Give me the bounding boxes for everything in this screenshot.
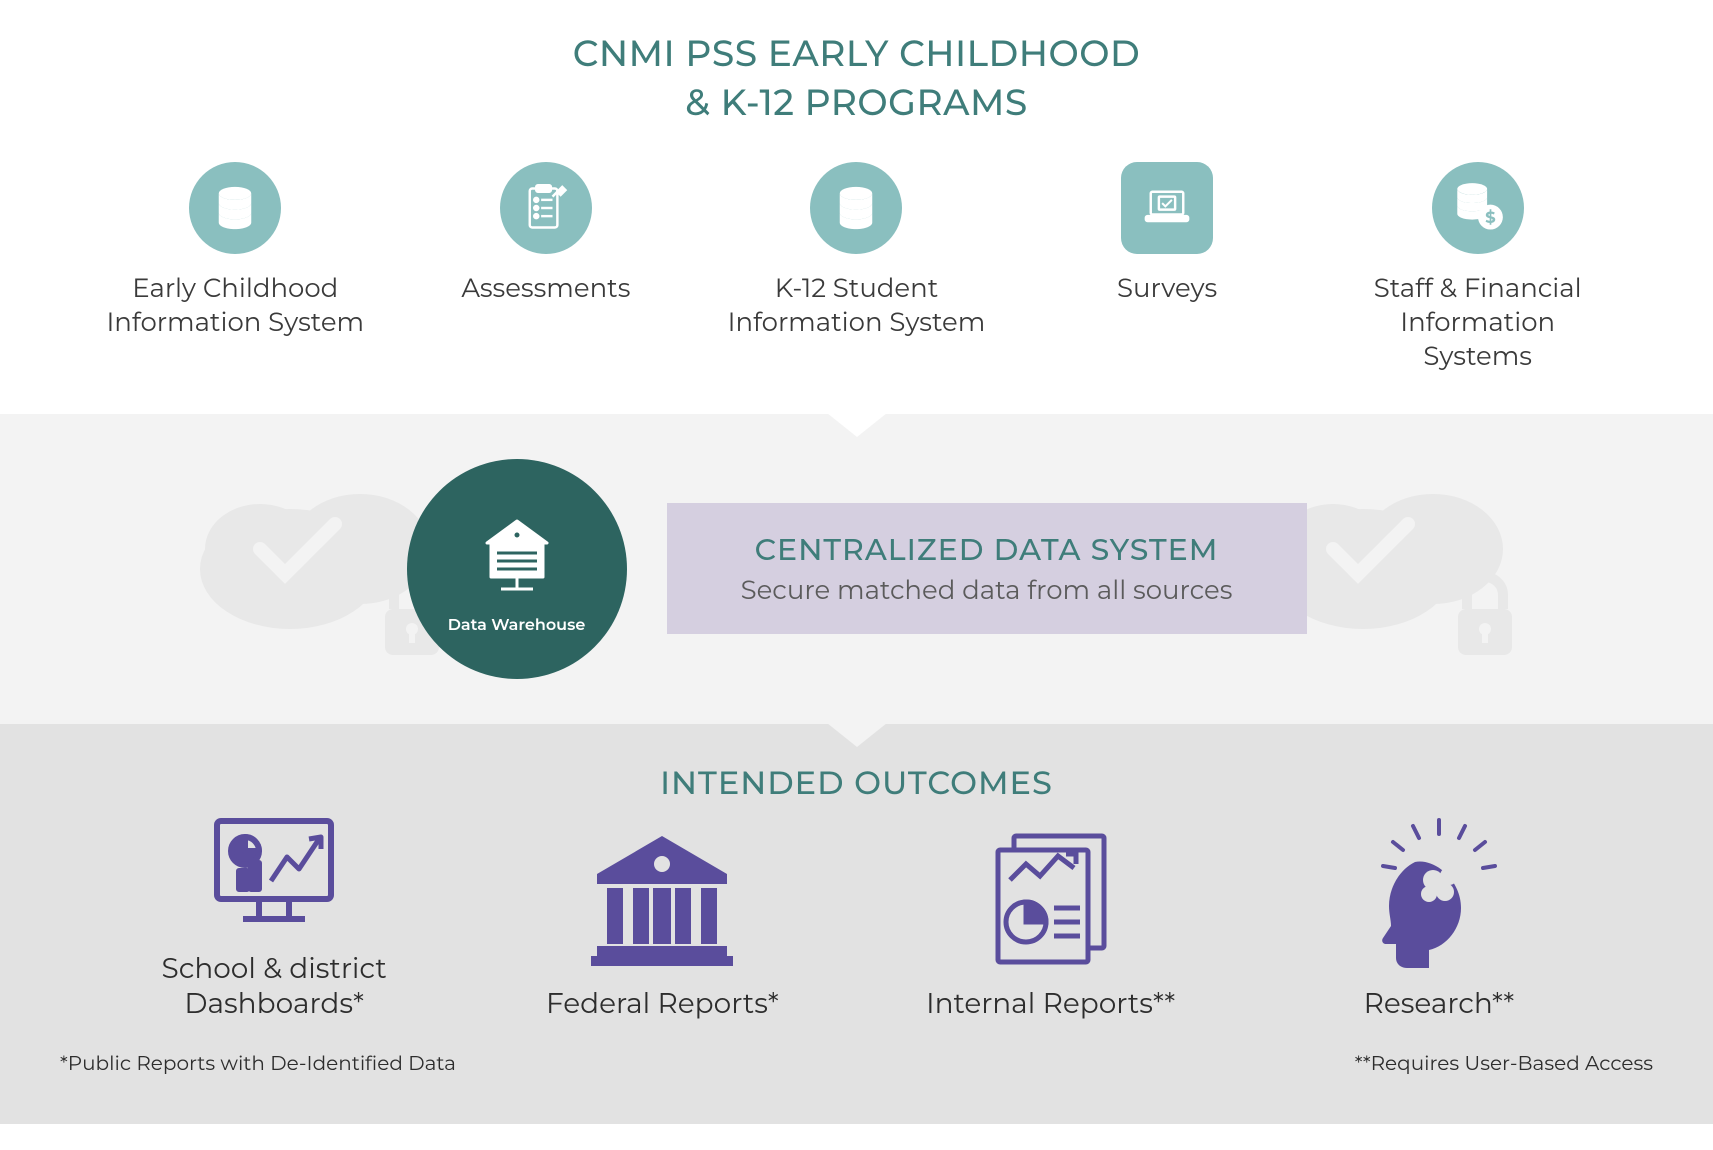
outcome-label: School & district Dashboards* (124, 952, 424, 1022)
central-box: CENTRALIZED DATA SYSTEM Secure matched d… (667, 503, 1307, 634)
outcome-label: Internal Reports** (926, 987, 1175, 1022)
outcomes-title: INTENDED OUTCOMES (0, 764, 1713, 803)
sources-row: Early Childhood Information System Asses… (0, 162, 1713, 373)
outcome-label: Federal Reports* (546, 987, 779, 1022)
source-label: Early Childhood Information System (105, 272, 365, 340)
footnote-right: **Requires User-Based Access (1355, 1052, 1653, 1076)
outcomes-row: School & district Dashboards* Federal Re… (0, 813, 1713, 1022)
source-k12_sis: K-12 Student Information System (726, 162, 986, 340)
report-pages-icon (986, 828, 1116, 973)
warehouse-label: Data Warehouse (448, 616, 586, 635)
database-icon (189, 162, 281, 254)
svg-text:$: $ (1485, 208, 1496, 228)
footnote-left: *Public Reports with De-Identified Data (60, 1052, 456, 1076)
source-surveys: Surveys (1037, 162, 1297, 306)
flow-arrow-top (827, 414, 887, 437)
source-staff_fin: $ Staff & Financial Information Systems (1348, 162, 1608, 373)
outcome-federal: Federal Reports* (512, 828, 812, 1022)
outcome-research: Research** (1289, 818, 1589, 1022)
source-label: Staff & Financial Information Systems (1348, 272, 1608, 373)
data-warehouse-badge: Data Warehouse (407, 459, 627, 679)
source-label: Assessments (461, 272, 630, 306)
bank-icon (587, 828, 737, 973)
central-box-subtitle: Secure matched data from all sources (697, 574, 1277, 606)
warehouse-group: Data Warehouse CENTRALIZED DATA SYSTEM S… (407, 459, 1307, 679)
central-box-title: CENTRALIZED DATA SYSTEM (697, 531, 1277, 568)
database-icon (810, 162, 902, 254)
infographic-canvas: CNMI PSS EARLY CHILDHOOD & K-12 PROGRAMS… (0, 0, 1713, 1124)
flow-arrow-bottom (827, 723, 887, 747)
laptop-check-icon (1121, 162, 1213, 254)
title-line-2: & K-12 PROGRAMS (685, 81, 1027, 125)
central-section: Data Warehouse CENTRALIZED DATA SYSTEM S… (0, 414, 1713, 724)
outcome-label: Research** (1364, 987, 1515, 1022)
monitor-chart-icon (209, 813, 339, 938)
main-title: CNMI PSS EARLY CHILDHOOD & K-12 PROGRAMS (0, 30, 1713, 127)
source-label: Surveys (1117, 272, 1217, 306)
source-assess: Assessments (416, 162, 676, 306)
head-idea-icon (1369, 818, 1509, 973)
footnotes: *Public Reports with De-Identified Data … (0, 1022, 1713, 1076)
checklist-icon (500, 162, 592, 254)
outcome-dashboards: School & district Dashboards* (124, 813, 424, 1022)
warehouse-icon (467, 503, 567, 608)
source-label: K-12 Student Information System (726, 272, 986, 340)
title-line-1: CNMI PSS EARLY CHILDHOOD (573, 32, 1141, 76)
sources-section: CNMI PSS EARLY CHILDHOOD & K-12 PROGRAMS… (0, 0, 1713, 414)
outcome-internal: Internal Reports** (901, 828, 1201, 1022)
database-dollar-icon: $ (1432, 162, 1524, 254)
source-ec_sis: Early Childhood Information System (105, 162, 365, 340)
outcomes-section: INTENDED OUTCOMES School & district Dash… (0, 724, 1713, 1124)
